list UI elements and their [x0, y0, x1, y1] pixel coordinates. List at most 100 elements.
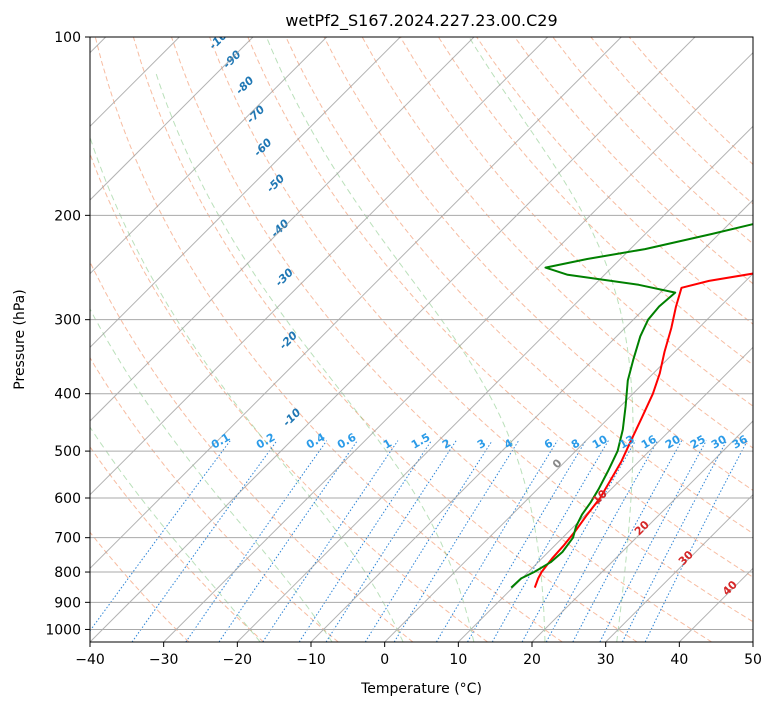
dry-adiabat-line: [399, 37, 753, 407]
y-tick-label: 600: [54, 491, 81, 507]
mixing-ratio-label: 30: [709, 433, 729, 452]
dry-adiabat-line: [437, 37, 753, 366]
mixing-ratio-label: 36: [730, 433, 750, 452]
dry-adiabat-line: [132, 37, 638, 642]
moist-adiabat-line: [155, 72, 475, 642]
y-tick-label: 700: [54, 531, 81, 547]
mixing-ratio-line: [491, 440, 609, 642]
dry-adiabat-line: [90, 260, 414, 642]
moist-adiabat-label: -90: [220, 48, 243, 71]
x-tick-label: 30: [597, 652, 615, 668]
y-tick-label: 400: [54, 387, 81, 403]
mixing-ratio-line: [90, 440, 231, 632]
mixing-ratio-line: [572, 440, 683, 642]
mixing-ratio-line: [545, 440, 659, 642]
dry-adiabat-line: [247, 37, 753, 578]
isotherm-line: [236, 125, 753, 642]
mixing-ratio-line: [435, 440, 558, 642]
moist-adiabat-label: -70: [244, 103, 267, 126]
dry-adiabats: [90, 37, 753, 642]
mixing-ratio-label: 2: [440, 437, 453, 452]
moist-adiabat-label: -50: [264, 172, 287, 195]
y-tick-label: 800: [54, 565, 81, 581]
x-tick-label: 20: [523, 652, 541, 668]
moist-adiabat-line: [90, 426, 261, 642]
moist-adiabat-label: -30: [273, 266, 296, 289]
isotherm-line: [678, 567, 753, 642]
x-tick-label: 40: [670, 652, 688, 668]
isotherm-line: [384, 272, 753, 642]
dry-adiabat-line: [171, 37, 712, 642]
x-tick-label: 50: [744, 652, 762, 668]
mixing-ratio-label: 0.4: [304, 430, 328, 451]
x-tick-label: 0: [380, 652, 389, 668]
x-tick-label: −10: [296, 652, 326, 668]
mixing-ratio-labels: 0.1 0.2 0.4 0.6 1 1.5 2 3 4 6 8 10 13 16 20 25 30 3601020…: [209, 430, 750, 598]
mixing-ratio-label: 16: [639, 433, 659, 452]
dry-adiabat-line: [94, 37, 563, 642]
moist-adiabat-label: -60: [251, 136, 274, 159]
x-axis-ticks: −40 −30 −20 −10 0 10 20 30 40 50: [75, 642, 762, 668]
moist-adiabat-label: -40: [268, 217, 291, 240]
isotherm-line: [90, 37, 401, 349]
mixing-ratio-label: 20: [663, 433, 683, 452]
mixing-ratio-label: 0.1: [209, 431, 232, 452]
isobar-grid: [90, 37, 753, 630]
chart-title: wetPf2_S167.2024.227.23.00.C29: [285, 11, 557, 31]
moist-adiabat-line: [90, 308, 333, 642]
mixing-ratio-line: [325, 440, 457, 642]
dry-adiabat-line: [90, 446, 264, 642]
moist-adiabats: [90, 37, 634, 642]
mixing-ratio-line: [262, 440, 399, 642]
isotherm-line: [163, 51, 753, 642]
mixing-ratio-line: [621, 440, 728, 642]
moist-adiabat-label: -100: [207, 23, 236, 52]
dry-adiabat-line: [285, 37, 753, 535]
y-tick-label: 200: [54, 208, 81, 224]
x-axis-label: Temperature (°C): [360, 681, 482, 697]
isotherm-line: [531, 420, 753, 642]
isotherm-line: [90, 37, 696, 642]
mixing-ratio-line: [218, 440, 358, 642]
dry-adiabat-line: [209, 37, 753, 623]
mixing-ratio-line: [467, 440, 587, 642]
mixing-ratio-lines: [90, 440, 748, 642]
isotherm-label: 10: [590, 487, 610, 507]
dry-adiabat-line: [90, 356, 339, 642]
x-tick-label: −20: [223, 652, 253, 668]
mixing-ratio-label: 0.2: [254, 431, 277, 452]
moist-adiabat-line: [90, 135, 404, 642]
x-tick-label: 10: [449, 652, 467, 668]
x-tick-label: −40: [75, 652, 105, 668]
y-tick-label: 500: [54, 444, 81, 460]
temperature-line: [533, 272, 753, 588]
moist-adiabat-line: [468, 37, 634, 642]
moist-adiabat-label: -10: [280, 406, 303, 429]
mixing-ratio-label: 1.5: [409, 431, 432, 452]
mixing-ratio-line: [185, 440, 328, 642]
plot-frame: [89, 36, 754, 643]
mixing-ratio-line: [644, 440, 748, 642]
mixing-ratio-line: [364, 440, 493, 642]
isotherm-line: [310, 199, 753, 642]
isotherm-label: 20: [632, 518, 652, 538]
mixing-ratio-label: 3: [475, 437, 488, 452]
dry-adiabat-line: [514, 37, 753, 285]
dry-adiabat-line: [90, 152, 488, 642]
isotherm-line: [605, 493, 753, 642]
isotherm-line: [90, 37, 475, 422]
dry-adiabat-line: [323, 37, 753, 491]
mixing-ratio-line: [298, 440, 432, 642]
moist-adiabat-labels: -100-90 -80 -70 -60 -50 -40 -30 -20 -10: [207, 23, 304, 429]
y-tick-label: 300: [54, 313, 81, 329]
y-tick-label: 1000: [45, 622, 81, 638]
y-axis-label: Pressure (hPa): [12, 289, 28, 389]
isotherm-line: [90, 37, 622, 570]
isotherm-label: 40: [720, 578, 740, 598]
dry-adiabat-line: [552, 37, 753, 245]
mixing-ratio-label: 25: [688, 433, 708, 452]
plot-area: -100-90 -80 -70 -60 -50 -40 -30 -20 -10: [90, 23, 753, 642]
y-tick-label: 100: [54, 30, 81, 46]
moist-adiabat-line: [266, 37, 546, 642]
